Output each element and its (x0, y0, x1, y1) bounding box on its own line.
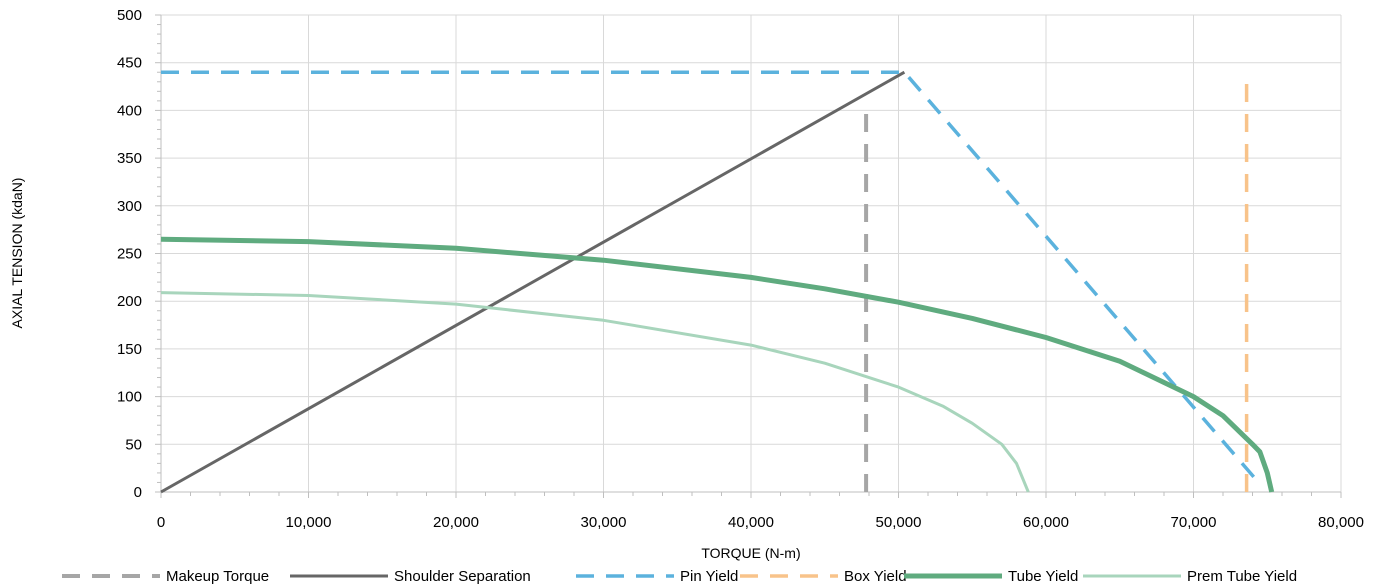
axes (155, 14, 1342, 498)
x-tick-label: 60,000 (1023, 514, 1069, 531)
x-tick-label: 30,000 (581, 514, 627, 531)
y-axis-title: AXIAL TENSION (kdaN) (9, 178, 25, 329)
legend-label-shoulder-separation: Shoulder Separation (394, 568, 531, 585)
y-tick-label: 50 (125, 436, 142, 453)
x-tick-label: 0 (157, 514, 165, 531)
legend-label-makeup-torque: Makeup Torque (166, 568, 269, 585)
y-tick-label: 200 (117, 293, 142, 310)
x-tick-label: 20,000 (433, 514, 479, 531)
legend-label-box-yield: Box Yield (844, 568, 907, 585)
legend-label-prem-tube-yield: Prem Tube Yield (1187, 568, 1297, 585)
x-tick-label: 50,000 (876, 514, 922, 531)
legend-label-pin-yield: Pin Yield (680, 568, 738, 585)
tick-labels: 0 10,000 20,000 30,000 40,000 50,000 60,000 70,… (117, 7, 1364, 531)
series-line-prem-tube-yield (160, 291, 1030, 493)
y-tick-label: 0 (134, 484, 142, 501)
grid (161, 14, 1342, 492)
y-tick-label: 100 (117, 389, 142, 406)
x-axis-title: TORQUE (N-m) (701, 545, 800, 561)
x-tick-label: 40,000 (728, 514, 774, 531)
legend-label-tube-yield: Tube Yield (1008, 568, 1078, 585)
x-tick-label: 80,000 (1318, 514, 1364, 531)
x-tick-label: 10,000 (286, 514, 332, 531)
x-tick-label: 70,000 (1171, 514, 1217, 531)
series-lines (160, 70, 1275, 494)
y-tick-label: 450 (117, 55, 142, 72)
y-tick-label: 400 (117, 102, 142, 119)
y-tick-label: 500 (117, 7, 142, 24)
y-tick-label: 150 (117, 341, 142, 358)
series-line-shoulder-separation (160, 70, 906, 494)
y-tick-label: 300 (117, 198, 142, 215)
series-line-pin-yield (161, 70, 1259, 482)
legend: Makeup Torque Shoulder Separation Pin Yiel… (62, 568, 1297, 585)
series-line-tube-yield (160, 236, 1275, 493)
y-tick-label: 250 (117, 246, 142, 263)
y-tick-label: 350 (117, 150, 142, 167)
